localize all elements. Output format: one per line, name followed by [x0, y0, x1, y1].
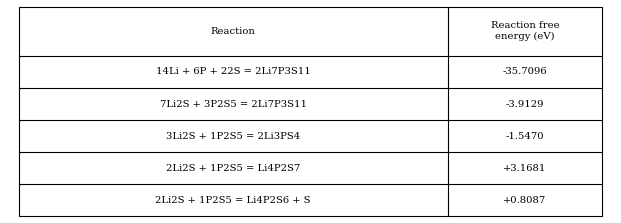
Text: 3Li2S + 1P2S5 = 2Li3PS4: 3Li2S + 1P2S5 = 2Li3PS4: [166, 132, 301, 141]
Text: 2Li2S + 1P2S5 = Li4P2S6 + S: 2Li2S + 1P2S5 = Li4P2S6 + S: [155, 196, 311, 205]
Text: 2Li2S + 1P2S5 = Li4P2S7: 2Li2S + 1P2S5 = Li4P2S7: [166, 164, 301, 173]
Text: +3.1681: +3.1681: [504, 164, 546, 173]
Text: +0.8087: +0.8087: [504, 196, 546, 205]
Text: 7Li2S + 3P2S5 = 2Li7P3S11: 7Li2S + 3P2S5 = 2Li7P3S11: [160, 99, 307, 109]
Text: Reaction free
energy (eV): Reaction free energy (eV): [491, 21, 560, 41]
Text: 14Li + 6P + 22S = 2Li7P3S11: 14Li + 6P + 22S = 2Li7P3S11: [156, 68, 310, 76]
Text: Reaction: Reaction: [211, 27, 256, 36]
Text: -3.9129: -3.9129: [505, 99, 544, 109]
Text: -1.5470: -1.5470: [505, 132, 545, 141]
Text: -35.7096: -35.7096: [503, 68, 547, 76]
